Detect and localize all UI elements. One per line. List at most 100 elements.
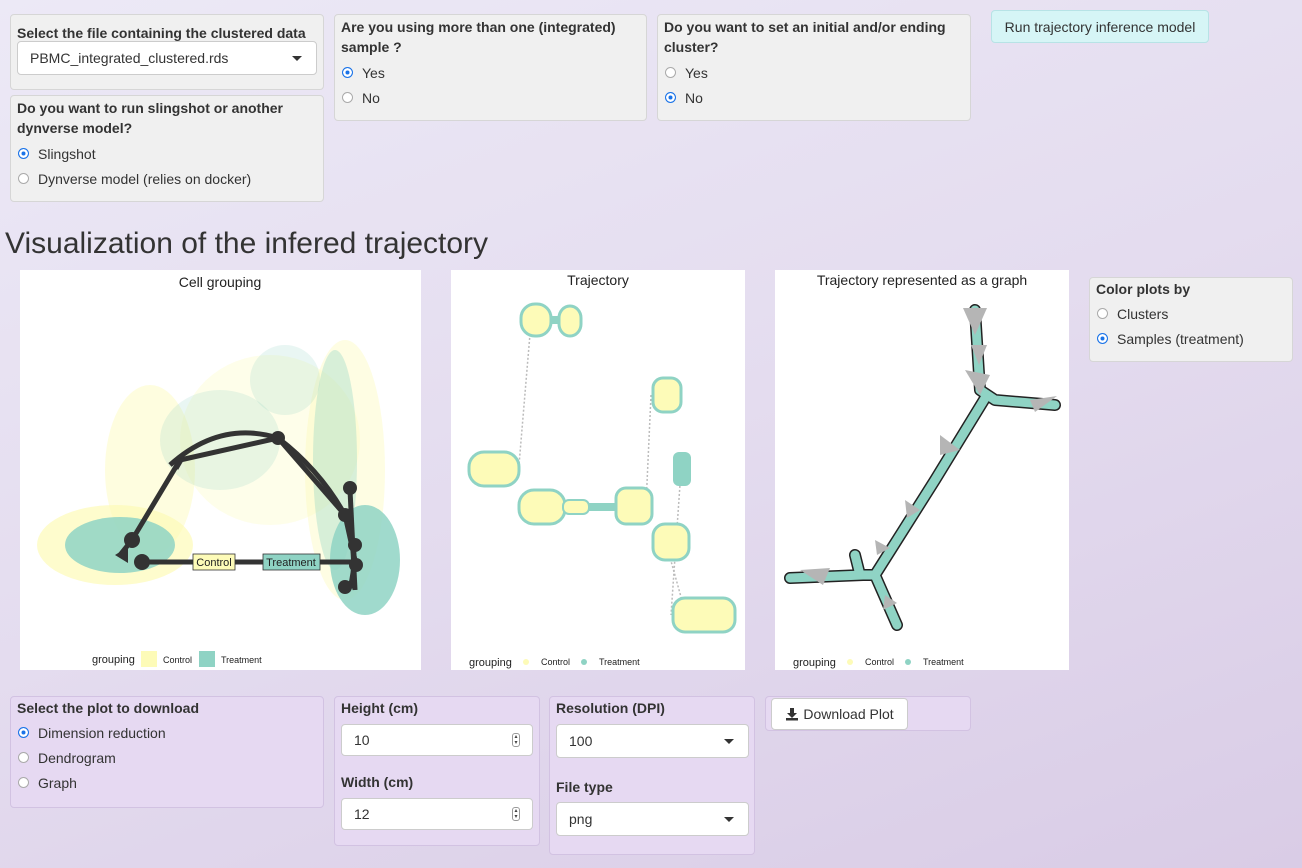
radio-color-samples[interactable]: Samples (treatment) <box>1096 326 1286 351</box>
stepper-icon[interactable]: ▴ ▾ <box>512 733 520 747</box>
radio-cluster-yes-label: Yes <box>685 64 708 81</box>
radio-unselected-icon <box>342 92 353 103</box>
trajectory-nodes <box>115 431 363 594</box>
width-input[interactable]: 12 ▴ ▾ <box>341 798 533 830</box>
radio-download-dendrogram[interactable]: Dendrogram <box>17 745 317 770</box>
radio-integrated-yes-label: Yes <box>362 64 385 81</box>
legend-swatch-treatment <box>905 659 911 665</box>
cluster-choice-panel: Do you want to set an initial and/or end… <box>657 14 971 121</box>
trajectory-node <box>134 554 150 570</box>
trajectory-graph-plot: Trajectory represented as a graph groupi… <box>775 270 1069 670</box>
cell-grouping-title: Cell grouping <box>179 274 262 290</box>
color-by-label: Color plots by <box>1096 281 1191 297</box>
radio-selected-icon <box>18 148 29 159</box>
radio-download-dendrogram-label: Dendrogram <box>38 749 116 766</box>
label-control-box <box>192 553 236 571</box>
radio-unselected-icon <box>18 173 29 184</box>
run-model-button-label: Run trajectory inference model <box>1004 18 1196 35</box>
graph-title: Trajectory represented as a graph <box>817 272 1027 288</box>
radio-color-clusters[interactable]: Clusters <box>1096 301 1286 326</box>
violin-node <box>671 596 737 634</box>
radio-cluster-no-label: No <box>685 89 703 106</box>
cluster-choice-label: Do you want to set an initial and/or end… <box>664 19 946 55</box>
integrated-panel: Are you using more than one (integrated)… <box>334 14 647 121</box>
trajectory-curve-1 <box>118 435 279 557</box>
file-type-label: File type <box>556 779 613 795</box>
radio-unselected-icon <box>18 777 29 788</box>
trajectory-title: Trajectory <box>567 272 629 288</box>
download-plot-button[interactable]: Download Plot <box>771 698 908 730</box>
height-value: 10 <box>354 732 370 748</box>
trajectory-arrow <box>172 458 185 470</box>
violin-node <box>467 450 521 488</box>
file-select-label: Select the file containing the clustered… <box>17 25 306 41</box>
radio-unselected-icon <box>665 67 676 78</box>
radio-download-graph[interactable]: Graph <box>17 770 317 795</box>
run-model-button[interactable]: Run trajectory inference model <box>991 10 1209 43</box>
chevron-down-icon <box>724 817 734 822</box>
resolution-select[interactable]: 100 <box>556 724 749 758</box>
file-select-panel: Select the file containing the clustered… <box>10 14 324 90</box>
color-by-panel: Color plots by Clusters Samples (treatme… <box>1089 277 1293 362</box>
stepper-icon[interactable]: ▴ ▾ <box>512 807 520 821</box>
legend-label-control: Control <box>163 655 192 665</box>
trajectory-arrow <box>115 547 128 563</box>
resolution-label: Resolution (DPI) <box>556 700 665 716</box>
file-select-dropdown[interactable]: PBMC_integrated_clustered.rds <box>17 41 317 75</box>
radio-unselected-icon <box>1097 308 1108 319</box>
radio-selected-icon <box>665 92 676 103</box>
radio-slingshot[interactable]: Slingshot <box>17 141 317 166</box>
cell-grouping-plot: Cell grouping <box>20 270 421 670</box>
width-value: 12 <box>354 806 370 822</box>
height-label: Height (cm) <box>341 700 418 716</box>
radio-selected-icon <box>1097 333 1108 344</box>
radio-integrated-no[interactable]: No <box>341 85 640 110</box>
file-type-select[interactable]: png <box>556 802 749 836</box>
format-panel: Resolution (DPI) 100 File type png <box>549 696 755 855</box>
legend-label-control: Control <box>541 657 570 667</box>
label-treatment-box <box>262 553 321 571</box>
radio-download-dimred[interactable]: Dimension reduction <box>17 720 317 745</box>
violin-node <box>519 302 583 338</box>
violin-node <box>673 452 691 486</box>
dendrogram-links <box>518 321 687 616</box>
chevron-down-icon <box>292 56 302 61</box>
label-control: Control <box>196 557 231 569</box>
violin-node <box>517 486 654 526</box>
resolution-value: 100 <box>569 733 593 749</box>
trajectory-node <box>338 580 352 594</box>
legend-title: grouping <box>793 657 836 669</box>
trajectory-svg: Trajectory <box>467 272 737 669</box>
radio-dynverse[interactable]: Dynverse model (relies on docker) <box>17 166 317 191</box>
size-panel: Height (cm) 10 ▴ ▾ Width (cm) 12 ▴ ▾ <box>334 696 540 846</box>
radio-slingshot-label: Slingshot <box>38 145 96 162</box>
chevron-down-icon <box>724 739 734 744</box>
radio-cluster-yes[interactable]: Yes <box>664 60 964 85</box>
trajectory-plot: Trajectory <box>451 270 745 670</box>
legend-label-control: Control <box>865 657 894 667</box>
legend-swatch-control <box>523 659 529 665</box>
dendrogram-violins <box>467 302 737 634</box>
height-input[interactable]: 10 ▴ ▾ <box>341 724 533 756</box>
download-plot-select-panel: Select the plot to download Dimension re… <box>10 696 324 808</box>
legend-swatch-treatment <box>199 651 215 667</box>
legend-title: grouping <box>469 657 512 669</box>
legend-label-treatment: Treatment <box>599 657 640 667</box>
legend-title: grouping <box>92 654 135 666</box>
trajectory-graph-svg: Trajectory represented as a graph groupi… <box>784 272 1061 669</box>
trajectory-curve-3 <box>168 430 279 467</box>
radio-cluster-no[interactable]: No <box>664 85 964 110</box>
download-button-panel: Download Plot <box>765 696 971 731</box>
legend-label-treatment: Treatment <box>923 657 964 667</box>
radio-integrated-yes[interactable]: Yes <box>341 60 640 85</box>
radio-unselected-icon <box>18 752 29 763</box>
radio-selected-icon <box>342 67 353 78</box>
trajectory-node <box>343 481 357 495</box>
trajectory-node <box>338 508 352 522</box>
radio-color-samples-label: Samples (treatment) <box>1117 330 1244 347</box>
legend-label-treatment: Treatment <box>221 655 262 665</box>
violin-node <box>651 522 691 562</box>
download-plot-select-label: Select the plot to download <box>17 700 199 716</box>
graph-arrows <box>800 308 1057 610</box>
model-choice-label: Do you want to run slingshot or another … <box>17 100 283 136</box>
